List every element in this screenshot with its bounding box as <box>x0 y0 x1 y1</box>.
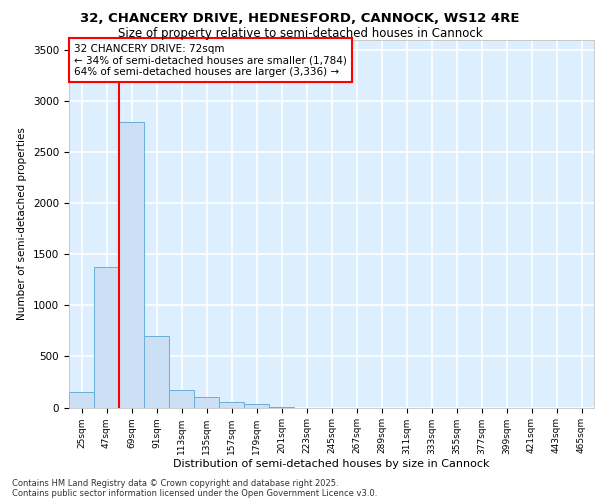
X-axis label: Distribution of semi-detached houses by size in Cannock: Distribution of semi-detached houses by … <box>173 459 490 469</box>
Bar <box>144 336 169 407</box>
Text: Size of property relative to semi-detached houses in Cannock: Size of property relative to semi-detach… <box>118 28 482 40</box>
Text: Contains public sector information licensed under the Open Government Licence v3: Contains public sector information licen… <box>12 488 377 498</box>
Text: 32, CHANCERY DRIVE, HEDNESFORD, CANNOCK, WS12 4RE: 32, CHANCERY DRIVE, HEDNESFORD, CANNOCK,… <box>80 12 520 26</box>
Bar <box>219 402 244 407</box>
Bar <box>169 390 194 407</box>
Bar <box>194 398 219 407</box>
Text: Contains HM Land Registry data © Crown copyright and database right 2025.: Contains HM Land Registry data © Crown c… <box>12 478 338 488</box>
Bar <box>94 266 119 408</box>
Y-axis label: Number of semi-detached properties: Number of semi-detached properties <box>17 128 28 320</box>
Bar <box>269 407 294 408</box>
Text: 32 CHANCERY DRIVE: 72sqm
← 34% of semi-detached houses are smaller (1,784)
64% o: 32 CHANCERY DRIVE: 72sqm ← 34% of semi-d… <box>74 44 347 77</box>
Bar <box>119 122 144 408</box>
Bar <box>69 392 94 407</box>
Bar <box>244 404 269 407</box>
